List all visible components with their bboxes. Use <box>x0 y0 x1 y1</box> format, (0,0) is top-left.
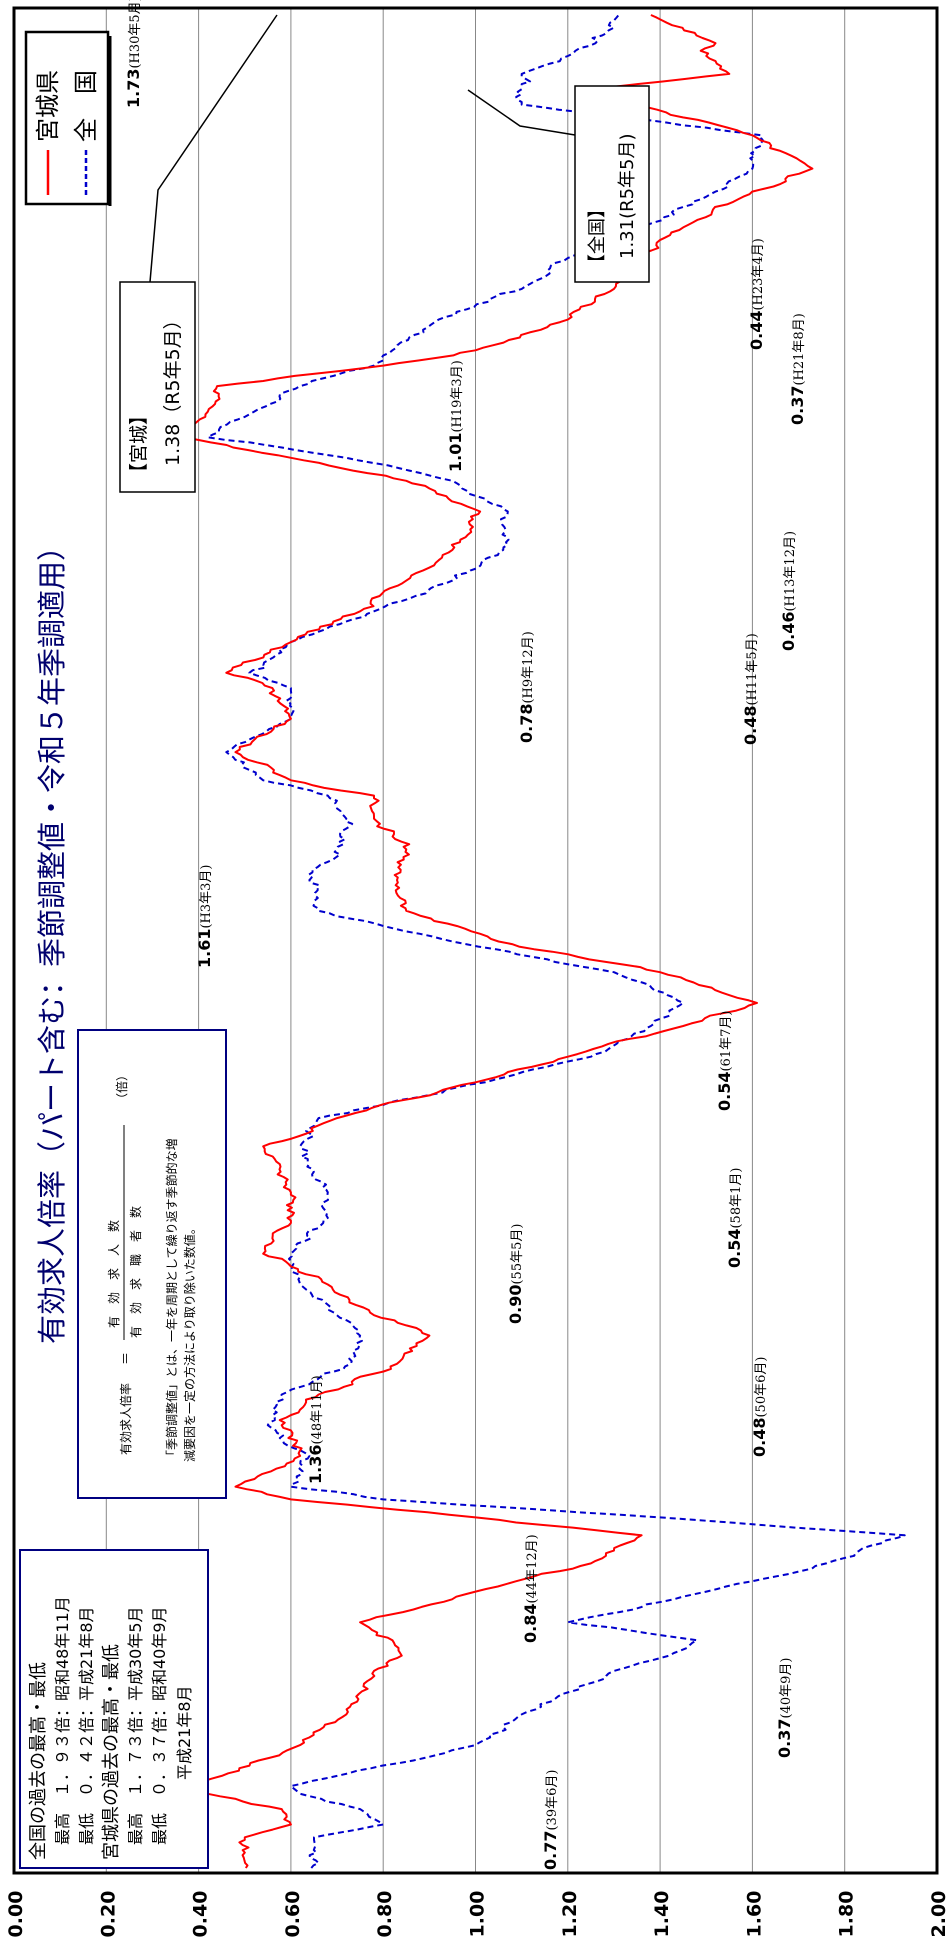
data-label-date: (H9年12月) <box>521 631 536 703</box>
data-label: 1.61(H3年3月) <box>195 864 214 968</box>
records-line: 最高 １．７３倍：平成30年5月 <box>126 1606 145 1845</box>
data-label-date: (H13年12月) <box>783 531 798 612</box>
callout-miyagi: 【宮城】 1.38（R5年5月） <box>119 14 278 493</box>
callout-miyagi-frame <box>119 281 196 493</box>
data-label-date: (61年7月) <box>719 1011 734 1072</box>
data-label-date: (44年12月) <box>525 1534 540 1603</box>
y-tick-label: 1.20 <box>559 1891 581 1938</box>
y-tick-label: 1.80 <box>836 1891 858 1938</box>
data-label-date: (H23年4月) <box>751 238 766 310</box>
data-label-value: 1.73 <box>124 69 143 108</box>
data-label: 0.44(H23年4月) <box>747 238 766 350</box>
formula-eq: ＝ <box>119 1352 134 1365</box>
data-label: 0.77(39年6月) <box>541 1770 560 1870</box>
data-label-value: 0.48 <box>741 706 760 745</box>
callout-national-leader <box>467 89 576 136</box>
y-tick-label: 2.00 <box>928 1891 950 1938</box>
data-label-value: 0.37 <box>775 1719 794 1758</box>
data-label: 0.90(55年5月) <box>506 1224 525 1324</box>
data-label: 0.78(H9年12月) <box>517 631 536 743</box>
data-label-value: 0.90 <box>506 1285 525 1324</box>
data-label-date: (H21年8月) <box>792 313 807 385</box>
callout-miyagi-title: 【宮城】 <box>128 406 150 482</box>
chart-frame <box>12 6 939 1875</box>
data-label-date: (H30年5月) <box>128 0 143 69</box>
data-label: 0.37(H21年8月) <box>788 313 807 425</box>
y-tick-label: 0.80 <box>374 1891 396 1938</box>
data-label: 0.54(61年7月) <box>715 1011 734 1111</box>
records-line: 全国の過去の最高・最低 <box>28 1662 49 1860</box>
data-label-date: (55年5月) <box>510 1224 525 1285</box>
y-tick-label: 1.40 <box>651 1891 673 1938</box>
y-tick-label: 1.60 <box>743 1891 765 1938</box>
data-label-date: (39年6月) <box>545 1770 560 1831</box>
data-label-value: 0.54 <box>725 1229 744 1268</box>
records-box: 全国の過去の最高・最低 最高 １．９３倍：昭和48年11月 最低 ０．４２倍：平成2… <box>19 1549 209 1869</box>
data-label: 0.84(44年12月) <box>521 1534 540 1643</box>
formula-lhs: 有効求人倍率 <box>118 1383 133 1455</box>
formula-box-frame <box>77 1029 227 1499</box>
formula-unit: （倍） <box>114 1069 129 1105</box>
data-label-value: 0.78 <box>517 704 536 743</box>
records-line: 最低 ０．４２倍：平成21年8月 <box>77 1606 96 1845</box>
data-label: 0.48(50年6月) <box>750 1357 769 1457</box>
legend-box <box>24 30 110 206</box>
chart-title: 有効求人倍率（パート含む：季節調整値・令和５年季調適用） <box>35 532 69 1344</box>
legend-label-national: 全 国 <box>72 70 100 142</box>
y-tick-label: 0.20 <box>97 1891 119 1938</box>
callout-national-title: 【全国】 <box>587 200 608 272</box>
formula-note-2: 減要因を一定の方法により取り除いた数値。 <box>182 1222 197 1462</box>
y-tick-label: 0.40 <box>190 1891 212 1938</box>
data-label: 1.73(H30年5月) <box>124 0 143 108</box>
callout-national: 【全国】 1.31(R5年5月) <box>467 85 650 283</box>
data-label-date: (40年9月) <box>779 1658 794 1719</box>
data-label: 0.48(H11年5月) <box>741 633 760 745</box>
data-label-value: 0.44 <box>747 311 766 350</box>
callout-miyagi-value: 1.38（R5年5月） <box>162 310 184 466</box>
data-label-value: 1.36 <box>306 1445 325 1484</box>
formula-note-1: 「季節調整値」とは、一年を周期として繰り返す季節的な増 <box>164 1138 179 1462</box>
data-label: 0.37(40年9月) <box>775 1658 794 1758</box>
records-line: 最低 ０．３７倍：昭和40年9月 <box>150 1606 169 1845</box>
data-label-value: 1.01 <box>446 433 465 472</box>
legend-label-miyagi: 宮城県 <box>34 70 62 142</box>
data-label-date: (H3年3月) <box>199 864 214 928</box>
data-label-value: 1.61 <box>195 929 214 968</box>
records-line: 宮城県の過去の最高・最低 <box>101 1644 122 1860</box>
series-line-miyagi <box>183 14 814 1869</box>
series-line-national <box>206 14 906 1869</box>
data-label: 0.46(H13年12月) <box>779 531 798 651</box>
callout-miyagi-leader <box>149 14 278 283</box>
data-label-value: 0.46 <box>779 612 798 651</box>
data-label-date: (58年1月) <box>729 1168 744 1229</box>
data-label: 1.01(H19年3月) <box>446 360 465 472</box>
data-label-date: (H11年5月) <box>745 633 760 705</box>
data-label-value: 0.77 <box>541 1831 560 1870</box>
data-label-value: 0.48 <box>750 1418 769 1457</box>
data-label-value: 0.54 <box>715 1072 734 1111</box>
data-label-value: 0.37 <box>788 386 807 425</box>
legend: 宮城県全 国 <box>24 30 112 206</box>
y-tick-label: 0.00 <box>5 1891 27 1938</box>
data-label: 0.54(58年1月) <box>725 1168 744 1268</box>
records-line: 平成21年8月 <box>175 1685 194 1780</box>
formula-numerator: 有 効 求 人 数 <box>106 1220 121 1328</box>
data-label-date: (H19年3月) <box>450 360 465 432</box>
formula-box: 有効求人倍率 ＝ 有 効 求 人 数有 効 求 職 者 数 （倍） 「季節調整値」とは、… <box>77 1029 227 1499</box>
data-label-date: (50年6月) <box>754 1357 769 1418</box>
formula-denominator: 有 効 求 職 者 数 <box>128 1206 143 1338</box>
data-label: 1.36(48年11月) <box>306 1375 325 1484</box>
callout-national-frame <box>574 85 650 283</box>
records-line: 最高 １．９３倍：昭和48年11月 <box>53 1596 72 1845</box>
callout-national-value: 1.31(R5年5月) <box>617 133 638 259</box>
data-label-date: (48年11月) <box>310 1375 325 1444</box>
y-tick-label: 1.00 <box>467 1891 489 1938</box>
y-tick-label: 0.60 <box>282 1891 304 1938</box>
records-box-frame <box>19 1549 209 1869</box>
data-label-value: 0.84 <box>521 1604 540 1643</box>
